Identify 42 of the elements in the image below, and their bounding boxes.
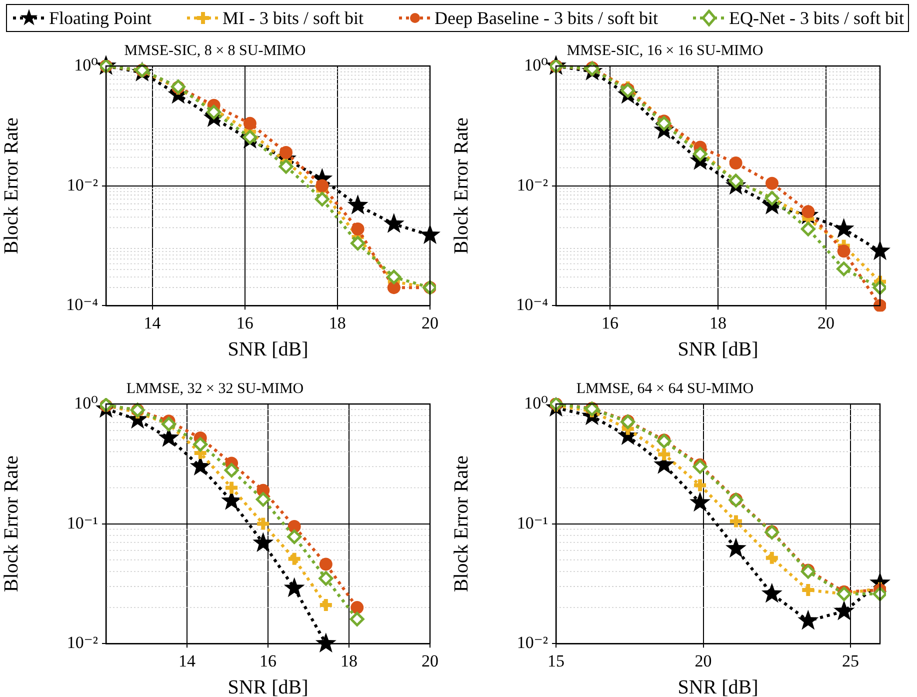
y-tick-label: 10⁻⁴ xyxy=(66,295,98,314)
y-tick-label: 10⁰ xyxy=(524,55,548,74)
chart-title: MMSE-SIC, 16 × 16 SU-MIMO xyxy=(566,42,764,59)
x-tick-label: 18 xyxy=(710,313,726,332)
y-tick-label: 10⁰ xyxy=(74,393,98,412)
x-tick-label: 18 xyxy=(328,313,346,332)
y-axis-title: Block Error Rate xyxy=(450,117,472,254)
x-tick-label: 20 xyxy=(818,313,834,332)
legend-label: Floating Point xyxy=(49,8,152,28)
y-tick-label: 10⁻² xyxy=(66,633,98,652)
chart-title: LMMSE, 64 × 64 SU-MIMO xyxy=(576,380,754,397)
y-axis-title: Block Error Rate xyxy=(450,455,472,592)
legend-label: Deep Baseline - 3 bits / soft bit xyxy=(434,8,658,28)
legend-label: MI - 3 bits / soft bit xyxy=(222,8,364,28)
legend-label: EQ-Net - 3 bits / soft bit xyxy=(729,8,904,28)
y-axis-title: Block Error Rate xyxy=(0,117,22,254)
x-tick-label: 14 xyxy=(144,313,162,332)
y-axis-title: Block Error Rate xyxy=(0,455,22,592)
x-axis-title: SNR [dB] xyxy=(678,338,758,360)
x-axis-title: SNR [dB] xyxy=(228,338,308,360)
x-tick-label: 25 xyxy=(842,651,860,670)
y-tick-label: 10⁻² xyxy=(516,175,548,194)
x-tick-label: 20 xyxy=(422,651,438,670)
y-tick-label: 10⁰ xyxy=(524,393,548,412)
chart-title: MMSE-SIC, 8 × 8 SU-MIMO xyxy=(124,42,306,59)
x-tick-label: 16 xyxy=(602,313,618,332)
y-tick-label: 10⁻¹ xyxy=(66,513,98,532)
x-tick-label: 18 xyxy=(340,651,358,670)
x-tick-label: 15 xyxy=(548,651,564,670)
x-axis-title: SNR [dB] xyxy=(228,676,308,697)
y-tick-label: 10⁻⁴ xyxy=(516,295,548,314)
y-tick-label: 10⁻¹ xyxy=(516,513,548,532)
y-tick-label: 10⁻² xyxy=(516,633,548,652)
x-tick-label: 20 xyxy=(422,313,438,332)
chart-title: LMMSE, 32 × 32 SU-MIMO xyxy=(126,380,304,397)
x-axis-title: SNR [dB] xyxy=(678,676,758,697)
y-tick-label: 10⁰ xyxy=(74,55,98,74)
x-tick-label: 14 xyxy=(178,651,196,670)
x-tick-label: 16 xyxy=(260,651,276,670)
x-tick-label: 20 xyxy=(694,651,712,670)
x-tick-label: 16 xyxy=(236,313,254,332)
y-tick-label: 10⁻² xyxy=(66,175,98,194)
